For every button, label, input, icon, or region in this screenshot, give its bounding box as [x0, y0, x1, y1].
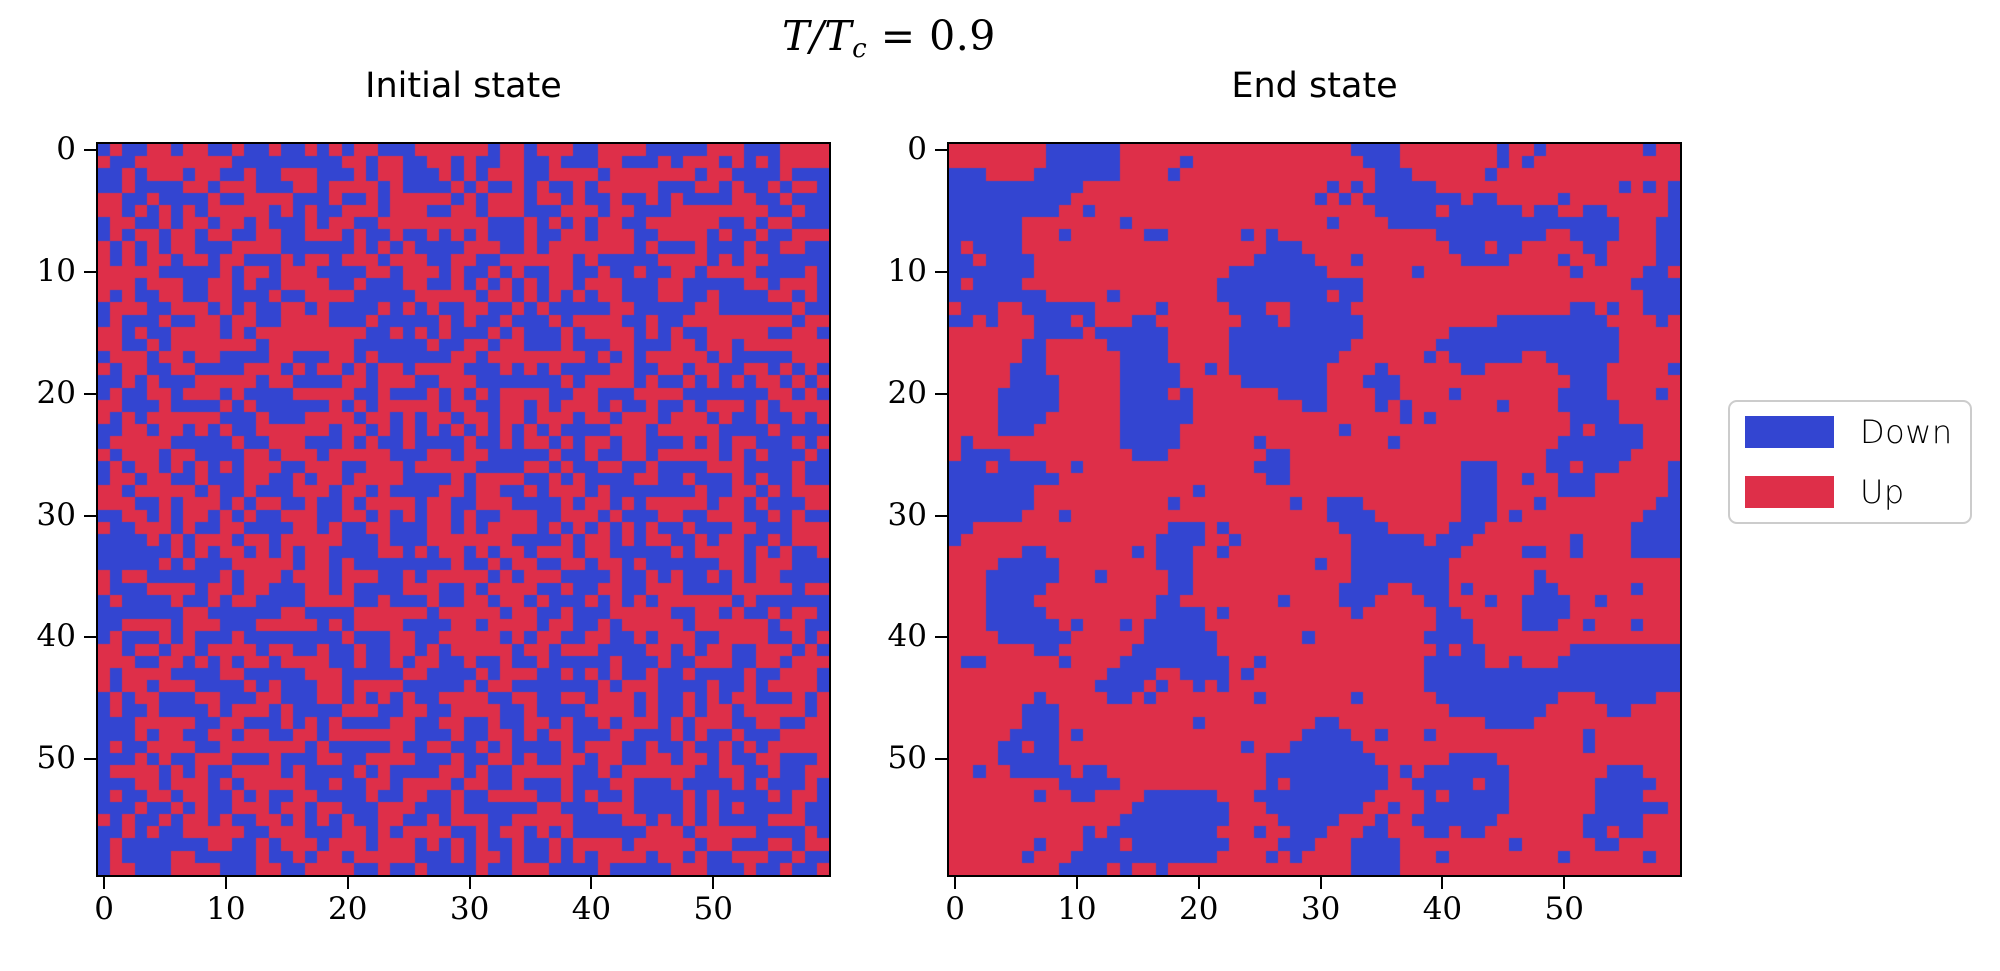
x-tick-label: 20 [1179, 891, 1219, 927]
legend-item-up: Up [1745, 473, 1970, 511]
x-tick-mark [1197, 877, 1200, 889]
x-tick-mark [1075, 877, 1078, 889]
y-tick-label: 40 [887, 618, 927, 655]
y-tick-mark [935, 514, 947, 517]
x-tick-mark [712, 877, 715, 889]
y-tick-mark [935, 270, 947, 273]
y-tick-mark [84, 758, 96, 761]
y-tick-mark [84, 392, 96, 395]
y-tick-label: 30 [36, 496, 76, 533]
x-tick-label: 40 [571, 891, 612, 927]
figure-suptitle: T/Tc = 0.9 [0, 12, 1778, 64]
x-tick-mark [1319, 877, 1322, 889]
y-tick-label: 10 [887, 252, 927, 289]
y-tick-label: 40 [36, 618, 76, 655]
initial-state-title: Initial state [365, 66, 562, 106]
x-tick-label: 0 [945, 891, 965, 927]
legend-swatch-up [1745, 476, 1834, 508]
legend-item-down: Down [1745, 413, 1970, 451]
y-tick-label: 0 [56, 131, 76, 168]
y-tick-mark [84, 514, 96, 517]
y-tick-label: 0 [907, 131, 927, 168]
x-tick-mark [1563, 877, 1566, 889]
legend-label-down: Down [1860, 413, 1953, 451]
end-state-panel: End state 0 10 20 30 40 50 0 10 20 30 40 50 [888, 64, 1682, 944]
x-tick-label: 30 [1300, 891, 1341, 927]
legend: Down Up [1728, 400, 1972, 524]
x-tick-mark [103, 877, 106, 889]
x-tick-mark [224, 877, 227, 889]
x-tick-mark [590, 877, 593, 889]
x-tick-label: 50 [1544, 891, 1584, 927]
initial-state-axes [96, 142, 831, 877]
x-tick-label: 30 [449, 891, 490, 927]
suptitle-subscript: c [852, 34, 868, 64]
y-tick-label: 20 [887, 374, 927, 411]
y-tick-label: 10 [36, 252, 76, 289]
legend-label-up: Up [1860, 473, 1905, 511]
y-tick-mark [935, 392, 947, 395]
end-state-title: End state [1231, 66, 1398, 106]
legend-swatch-down [1745, 416, 1834, 448]
x-tick-label: 20 [328, 891, 368, 927]
y-tick-mark [935, 636, 947, 639]
suptitle-variable: T/T [782, 12, 853, 60]
x-tick-label: 0 [94, 891, 114, 927]
y-tick-label: 20 [36, 374, 76, 411]
y-tick-mark [935, 758, 947, 761]
y-tick-mark [84, 270, 96, 273]
y-tick-mark [84, 636, 96, 639]
end-state-heatmap [949, 144, 1680, 875]
y-tick-label: 50 [36, 740, 76, 777]
x-tick-mark [468, 877, 471, 889]
y-tick-mark [935, 149, 947, 152]
y-tick-label: 50 [887, 740, 927, 777]
y-tick-mark [84, 149, 96, 152]
x-tick-mark [954, 877, 957, 889]
x-tick-mark [346, 877, 349, 889]
y-tick-label: 30 [887, 496, 927, 533]
end-state-axes [947, 142, 1682, 877]
initial-state-heatmap [98, 144, 829, 875]
suptitle-value: = 0.9 [867, 12, 996, 60]
x-tick-label: 40 [1422, 891, 1463, 927]
x-tick-label: 10 [206, 891, 246, 927]
x-tick-label: 10 [1057, 891, 1097, 927]
x-tick-mark [1441, 877, 1444, 889]
initial-state-panel: Initial state 0 10 20 30 40 50 0 10 20 30 40 50 [37, 64, 831, 944]
x-tick-label: 50 [693, 891, 733, 927]
